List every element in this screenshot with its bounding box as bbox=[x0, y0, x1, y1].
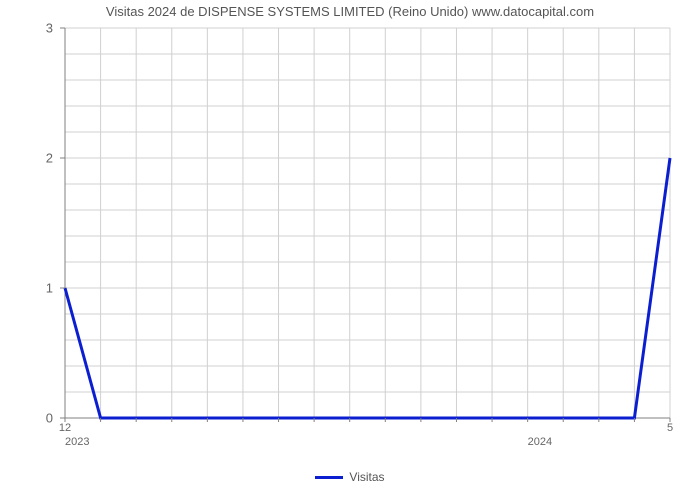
x-year-label: 2024 bbox=[528, 436, 552, 448]
y-tick-label: 3 bbox=[46, 21, 53, 36]
x-tick-label: 12 bbox=[59, 422, 71, 434]
legend-swatch bbox=[315, 476, 343, 479]
x-tick-label: 5 bbox=[667, 422, 673, 434]
y-tick-label: 2 bbox=[46, 151, 53, 166]
x-year-label: 2023 bbox=[65, 436, 89, 448]
plot-svg bbox=[65, 28, 670, 418]
legend: Visitas bbox=[0, 470, 700, 484]
plot-area bbox=[65, 28, 670, 418]
legend-label: Visitas bbox=[349, 470, 384, 484]
chart-title: Visitas 2024 de DISPENSE SYSTEMS LIMITED… bbox=[0, 4, 700, 19]
visits-line-chart: Visitas 2024 de DISPENSE SYSTEMS LIMITED… bbox=[0, 0, 700, 500]
y-tick-label: 0 bbox=[46, 411, 53, 426]
y-tick-label: 1 bbox=[46, 281, 53, 296]
